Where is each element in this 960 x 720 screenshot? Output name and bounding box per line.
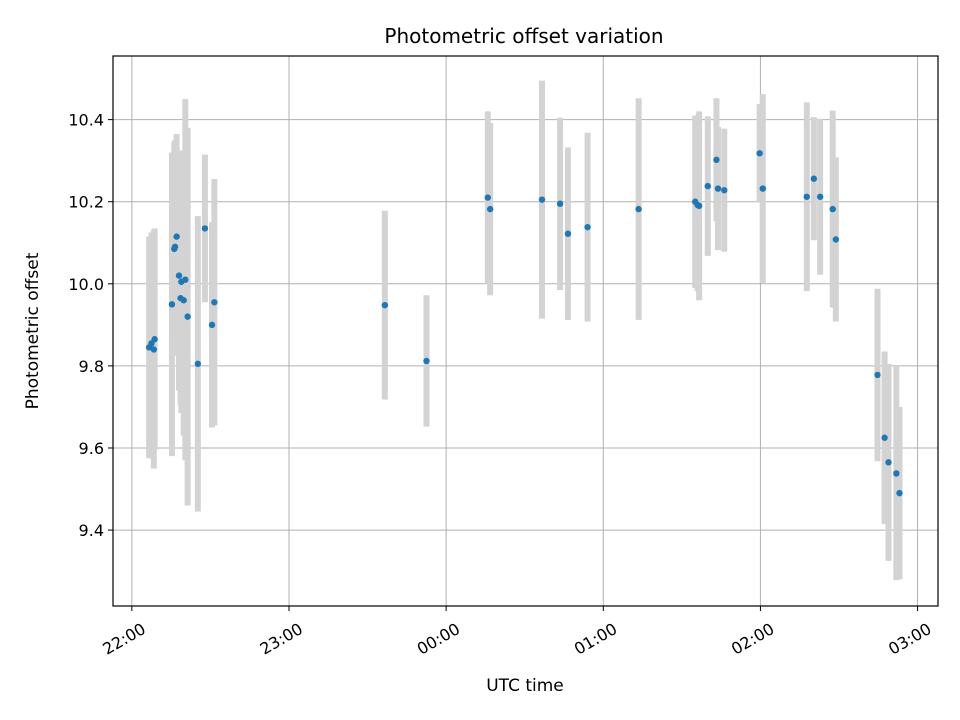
grid	[113, 56, 938, 606]
data-point	[538, 196, 546, 203]
data-point	[714, 185, 722, 192]
x-tick-label: 01:00	[571, 619, 620, 659]
data-point	[810, 175, 818, 182]
data-point	[584, 223, 591, 231]
data-point	[211, 299, 218, 306]
x-tick-label: 02:00	[728, 619, 777, 659]
data-point	[182, 276, 189, 283]
data-point	[893, 470, 900, 477]
y-axis: 9.4 9.6 9.8 10.0 10.2 10.4	[68, 111, 113, 540]
data-point	[713, 156, 720, 164]
y-tick-label: 10.2	[68, 193, 104, 212]
y-tick-label: 9.8	[79, 357, 104, 376]
chart-title: Photometric offset variation	[384, 24, 663, 48]
data-point	[759, 185, 766, 192]
data-point	[829, 205, 836, 213]
data-point	[423, 357, 430, 365]
data-point	[484, 194, 491, 201]
data-point	[486, 205, 494, 213]
x-tick-label: 22:00	[99, 619, 148, 659]
data-points	[145, 150, 903, 497]
data-point	[803, 193, 810, 200]
data-point	[201, 225, 209, 232]
plot-frame	[112, 55, 939, 607]
x-axis: 22:00 23:00 00:00 01:00 02:00 03:00	[99, 606, 935, 659]
data-point	[874, 371, 881, 379]
data-point	[721, 187, 728, 194]
data-point	[832, 236, 840, 243]
y-axis-title: Photometric offset	[23, 252, 43, 409]
y-tick-label: 10.0	[68, 275, 104, 294]
data-point	[756, 150, 763, 157]
x-axis-title: UTC time	[486, 676, 564, 696]
x-tick-label: 23:00	[257, 619, 306, 659]
data-point	[175, 272, 183, 279]
data-point	[564, 230, 572, 237]
y-tick-label: 10.4	[68, 111, 104, 130]
data-point	[208, 321, 216, 329]
data-point	[171, 243, 179, 251]
error-bars	[146, 80, 903, 581]
x-tick-label: 00:00	[414, 619, 463, 659]
data-point	[635, 205, 642, 213]
data-point	[168, 301, 176, 308]
data-point	[381, 301, 389, 309]
data-point	[556, 200, 564, 207]
data-point	[184, 313, 191, 320]
x-tick-label: 03:00	[885, 619, 934, 659]
data-point	[180, 297, 187, 304]
y-tick-label: 9.6	[79, 439, 104, 458]
data-point	[173, 233, 180, 240]
data-point	[151, 336, 158, 343]
data-point	[695, 202, 703, 210]
data-point	[881, 434, 888, 441]
data-point	[816, 193, 824, 200]
y-tick-label: 9.4	[79, 521, 104, 540]
data-point	[896, 489, 903, 497]
data-point	[704, 182, 711, 190]
data-point	[885, 459, 892, 466]
data-point	[150, 346, 158, 353]
data-point	[194, 360, 202, 368]
